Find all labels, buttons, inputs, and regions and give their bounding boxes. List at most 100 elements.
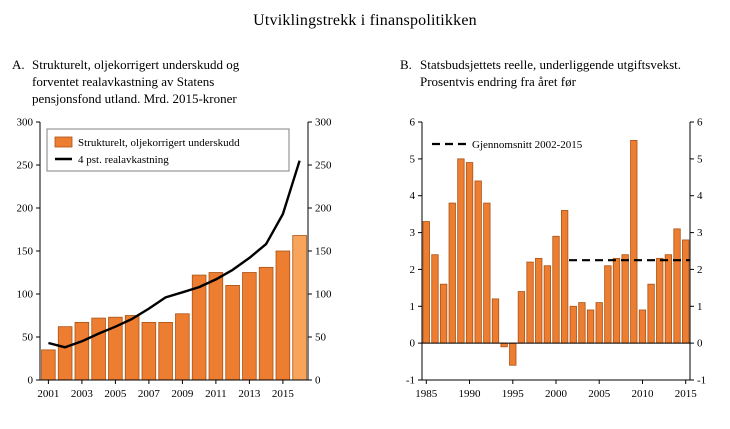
bar <box>586 309 595 344</box>
bar <box>517 291 526 344</box>
panel-b-heading: B. Statsbudsjettets reelle, underliggend… <box>400 56 700 90</box>
panel-a-label: A. <box>12 57 25 72</box>
y-tick-label: 250 <box>17 160 34 172</box>
y-tick-label: 1 <box>410 301 416 313</box>
bar <box>535 257 543 344</box>
bar <box>465 162 474 344</box>
legend-box <box>46 128 290 172</box>
y-tick-label: 150 <box>315 246 332 258</box>
bar <box>474 180 482 344</box>
y-tick-label: 5 <box>410 153 416 165</box>
legend-label: 4 pst. realavkastning <box>78 154 169 166</box>
panel-b-label: B. <box>400 57 412 72</box>
bar <box>439 283 448 344</box>
x-tick-label: 2007 <box>138 388 161 400</box>
bar <box>656 257 664 344</box>
x-tick-label: 2005 <box>104 388 127 400</box>
legend-label: Gjennomsnitt 2002-2015 <box>472 139 583 151</box>
y-tick-label: 0 <box>28 375 34 387</box>
bar <box>578 302 586 344</box>
x-tick-label: 2011 <box>205 388 227 400</box>
bar <box>422 221 430 344</box>
bar <box>91 317 106 381</box>
x-tick-label: 2000 <box>545 388 568 400</box>
bar <box>275 250 291 381</box>
bar <box>225 284 240 381</box>
y-tick-label: 6 <box>697 117 703 129</box>
bar <box>569 305 577 344</box>
bar <box>175 313 190 381</box>
x-tick-label: 2003 <box>71 388 94 400</box>
y-tick-label: 2 <box>697 264 703 276</box>
bar <box>74 321 90 381</box>
bar <box>604 265 612 344</box>
bar <box>242 272 257 381</box>
y-tick-label: 100 <box>17 289 34 301</box>
y-tick-label: 4 <box>697 190 703 202</box>
y-tick-label: 100 <box>315 289 332 301</box>
x-tick-label: 1985 <box>415 388 438 400</box>
y-tick-label: 3 <box>697 227 703 239</box>
bar <box>638 309 647 344</box>
bar <box>500 342 508 348</box>
bar <box>491 298 500 344</box>
legend-label: Strukturelt, oljekorrigert underskudd <box>78 137 240 149</box>
x-tick-label: 2001 <box>37 388 59 400</box>
x-tick-label: 2015 <box>272 388 295 400</box>
bar <box>292 235 307 381</box>
y-tick-label: 0 <box>697 338 703 350</box>
y-tick-label: -1 <box>697 375 706 387</box>
x-tick-label: 2015 <box>675 388 698 400</box>
bar <box>595 302 603 344</box>
chart-a-canvas: 0 0 50 50 100 100 150 150 200 200 250 250 300 300 2001… <box>17 117 333 401</box>
bar <box>457 158 465 344</box>
y-tick-label: 300 <box>315 117 332 129</box>
y-tick-label: 6 <box>410 117 416 129</box>
y-tick-label: 50 <box>315 332 327 344</box>
y-tick-label: 5 <box>697 153 703 165</box>
bar <box>543 265 551 344</box>
bar <box>191 274 207 381</box>
y-tick-label: 2 <box>410 264 416 276</box>
y-tick-label: 250 <box>315 160 332 172</box>
bar <box>208 272 224 381</box>
x-tick-label: 2013 <box>238 388 261 400</box>
y-tick-label: 150 <box>17 246 34 258</box>
bar <box>258 266 274 381</box>
x-tick-label: 2005 <box>588 388 611 400</box>
bar <box>630 140 638 344</box>
bar <box>483 202 491 344</box>
bar <box>41 349 56 381</box>
bar <box>673 228 681 344</box>
figure-title: Utviklingstrekk i finanspolitikken <box>253 12 477 29</box>
bar <box>612 257 621 344</box>
bar <box>57 326 73 381</box>
bar <box>431 254 439 344</box>
y-tick-label: 200 <box>315 203 332 215</box>
bar <box>141 321 157 381</box>
y-tick-label: -1 <box>406 375 415 387</box>
y-tick-label: 50 <box>22 332 34 344</box>
y-tick-label: 200 <box>17 203 34 215</box>
bar <box>560 210 569 344</box>
bar <box>158 321 173 381</box>
y-tick-label: 300 <box>17 117 34 129</box>
bar <box>552 235 560 344</box>
y-tick-label: 1 <box>697 301 703 313</box>
legend-bar-swatch <box>54 136 73 148</box>
bar <box>124 315 140 381</box>
bar <box>647 283 655 344</box>
bar <box>509 342 517 366</box>
y-tick-label: 0 <box>410 338 416 350</box>
bar <box>621 254 629 344</box>
panel-a-title: Strukturelt, oljekorrigert underskudd og… <box>32 57 240 107</box>
panel-b-title: Statsbudsjettets reelle, underliggende u… <box>420 57 682 90</box>
bar <box>682 239 690 344</box>
x-tick-label: 1990 <box>459 388 482 400</box>
chart-b-canvas: Gjennomsnitt 2002-2015 -1 -1 0 0 1 1 2 2 3 3 4 4 5 5 6 6… <box>406 117 706 401</box>
x-tick-label: 1995 <box>502 388 525 400</box>
x-tick-label: 2010 <box>632 388 655 400</box>
bar <box>664 254 673 344</box>
bar <box>448 202 456 344</box>
x-tick-label: 2009 <box>171 388 194 400</box>
